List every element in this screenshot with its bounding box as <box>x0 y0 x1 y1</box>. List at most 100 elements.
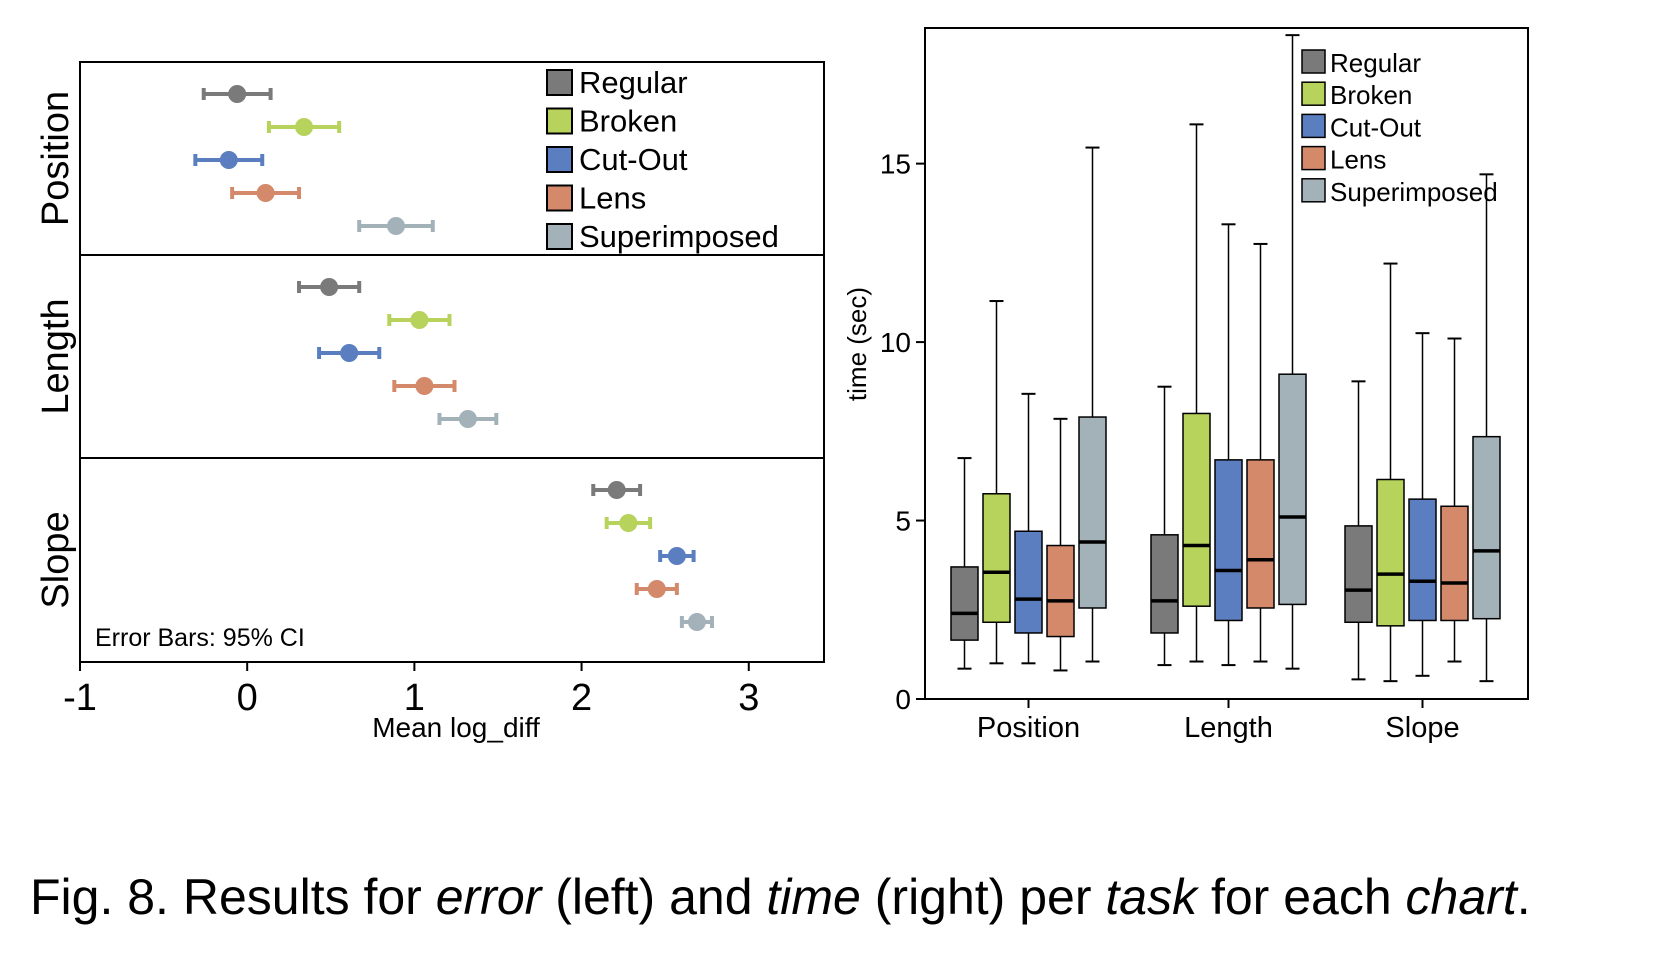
caption-emph-task: task <box>1105 869 1198 925</box>
task-label-slope: Slope <box>35 511 77 608</box>
box-cut-out-position <box>1014 392 1043 665</box>
x-tick-label-length: Length <box>1184 712 1273 744</box>
x-tick-label: 1 <box>404 677 425 719</box>
error-point-superimposed-length <box>437 410 499 428</box>
caption-text-3: (right) per <box>860 869 1106 925</box>
mean-dot <box>228 85 247 103</box>
legend-label-cut-out: Cut-Out <box>1330 112 1422 142</box>
box-broken-length <box>1182 123 1211 663</box>
box-iqr <box>1046 544 1075 638</box>
box-regular-slope <box>1344 380 1373 681</box>
box-iqr <box>1150 534 1179 634</box>
legend-swatch-regular <box>546 69 573 96</box>
x-tick-label-position: Position <box>977 712 1080 744</box>
mean-dot <box>219 151 238 169</box>
mean-dot <box>458 410 477 428</box>
legend-swatch-cut-out <box>1301 113 1326 139</box>
legend-swatch-broken <box>546 107 573 135</box>
y-tick-label: 0 <box>895 684 911 715</box>
mean-dot <box>256 184 275 202</box>
legend-label-lens: Lens <box>579 181 646 216</box>
box-regular-position <box>950 457 979 670</box>
legend-swatch-superimposed <box>546 223 573 250</box>
error-point-superimposed-position <box>357 217 435 235</box>
caption-emph-chart: chart <box>1405 869 1517 925</box>
box-lens-length <box>1246 242 1275 663</box>
box-iqr <box>1078 416 1107 609</box>
error-point-regular-length <box>297 278 362 296</box>
box-iqr <box>950 566 979 641</box>
task-label-position: Position <box>35 91 77 226</box>
error-point-cut-out-position <box>193 151 265 169</box>
box-regular-length <box>1150 385 1179 667</box>
legend-label-lens: Lens <box>1330 145 1386 175</box>
annotation-error-bars: Error Bars: 95% CI <box>95 624 305 652</box>
error-point-lens-length <box>392 377 457 395</box>
mean-dot <box>320 278 339 296</box>
caption-text-4: for each <box>1197 869 1406 925</box>
legend-swatch-lens <box>1301 145 1326 171</box>
box-iqr <box>1408 498 1437 622</box>
error-point-regular-slope <box>591 481 643 499</box>
legend-swatch-lens <box>546 184 573 212</box>
legend-swatch-regular <box>1301 49 1326 74</box>
x-tick-label-slope: Slope <box>1385 712 1459 744</box>
task-label-length: Length <box>35 298 77 414</box>
legend-label-superimposed: Superimposed <box>1330 177 1498 207</box>
legend-swatch-cut-out <box>546 146 573 173</box>
y-tick-label: 15 <box>880 149 911 180</box>
legend-label-superimposed: Superimposed <box>579 219 779 254</box>
legend-swatch-broken <box>1301 81 1326 106</box>
caption-text-2: (left) and <box>541 869 767 925</box>
y-tick-label: 5 <box>895 506 911 537</box>
box-lens-position <box>1046 417 1075 672</box>
box-iqr <box>1440 505 1469 622</box>
y-axis-label: time (sec) <box>842 287 872 401</box>
caption-emph-time: time <box>766 869 861 925</box>
box-iqr <box>1182 412 1211 607</box>
box-cut-out-length <box>1214 223 1243 667</box>
box-lens-slope <box>1440 337 1469 663</box>
x-tick-label: -1 <box>63 677 97 719</box>
time-box-plot: 0 5 10 15 time (sec) Position Length Slope Regul… <box>842 27 1529 744</box>
error-point-lens-position <box>230 184 302 202</box>
legend-label-cut-out: Cut-Out <box>579 142 688 177</box>
error-dot-plot: Position Length Slope -1 0 1 2 3 Mean log_diff Er… <box>35 61 825 743</box>
x-tick-label: 3 <box>738 677 759 719</box>
plot-frame <box>79 61 825 663</box>
legend-swatch-superimposed <box>1301 178 1326 203</box>
box-iqr <box>982 493 1011 624</box>
mean-dot <box>607 481 626 499</box>
box-superimposed-length <box>1278 34 1307 670</box>
figure-caption: Fig. 8. Results for error (left) and tim… <box>30 868 1531 926</box>
x-tick-label: 0 <box>237 677 258 719</box>
box-iqr <box>1214 459 1243 622</box>
mean-dot <box>415 377 434 395</box>
box-iqr <box>1014 530 1043 634</box>
box-cut-out-slope <box>1408 332 1437 677</box>
box-iqr <box>1246 459 1275 609</box>
caption-prefix: Fig. 8. <box>30 869 169 925</box>
mean-dot <box>647 580 666 598</box>
mean-dot <box>667 547 686 565</box>
error-point-regular-position <box>201 85 273 103</box>
mean-dot <box>687 613 706 631</box>
legend-label-broken: Broken <box>579 104 677 139</box>
caption-text-1: Results for <box>182 869 436 925</box>
caption-text-5: . <box>1516 869 1531 925</box>
error-point-broken-position <box>266 118 342 136</box>
x-tick-label: 2 <box>571 677 592 719</box>
legend-label-regular: Regular <box>579 65 688 100</box>
mean-dot <box>295 118 314 136</box>
box-iqr <box>1376 478 1405 627</box>
box-broken-slope <box>1376 262 1405 683</box>
error-point-cut-out-slope <box>658 547 696 565</box>
mean-dot <box>386 217 405 235</box>
box-broken-position <box>982 300 1011 665</box>
plot-frame <box>924 27 1529 700</box>
mean-dot <box>340 344 359 362</box>
error-point-superimposed-slope <box>679 613 714 631</box>
